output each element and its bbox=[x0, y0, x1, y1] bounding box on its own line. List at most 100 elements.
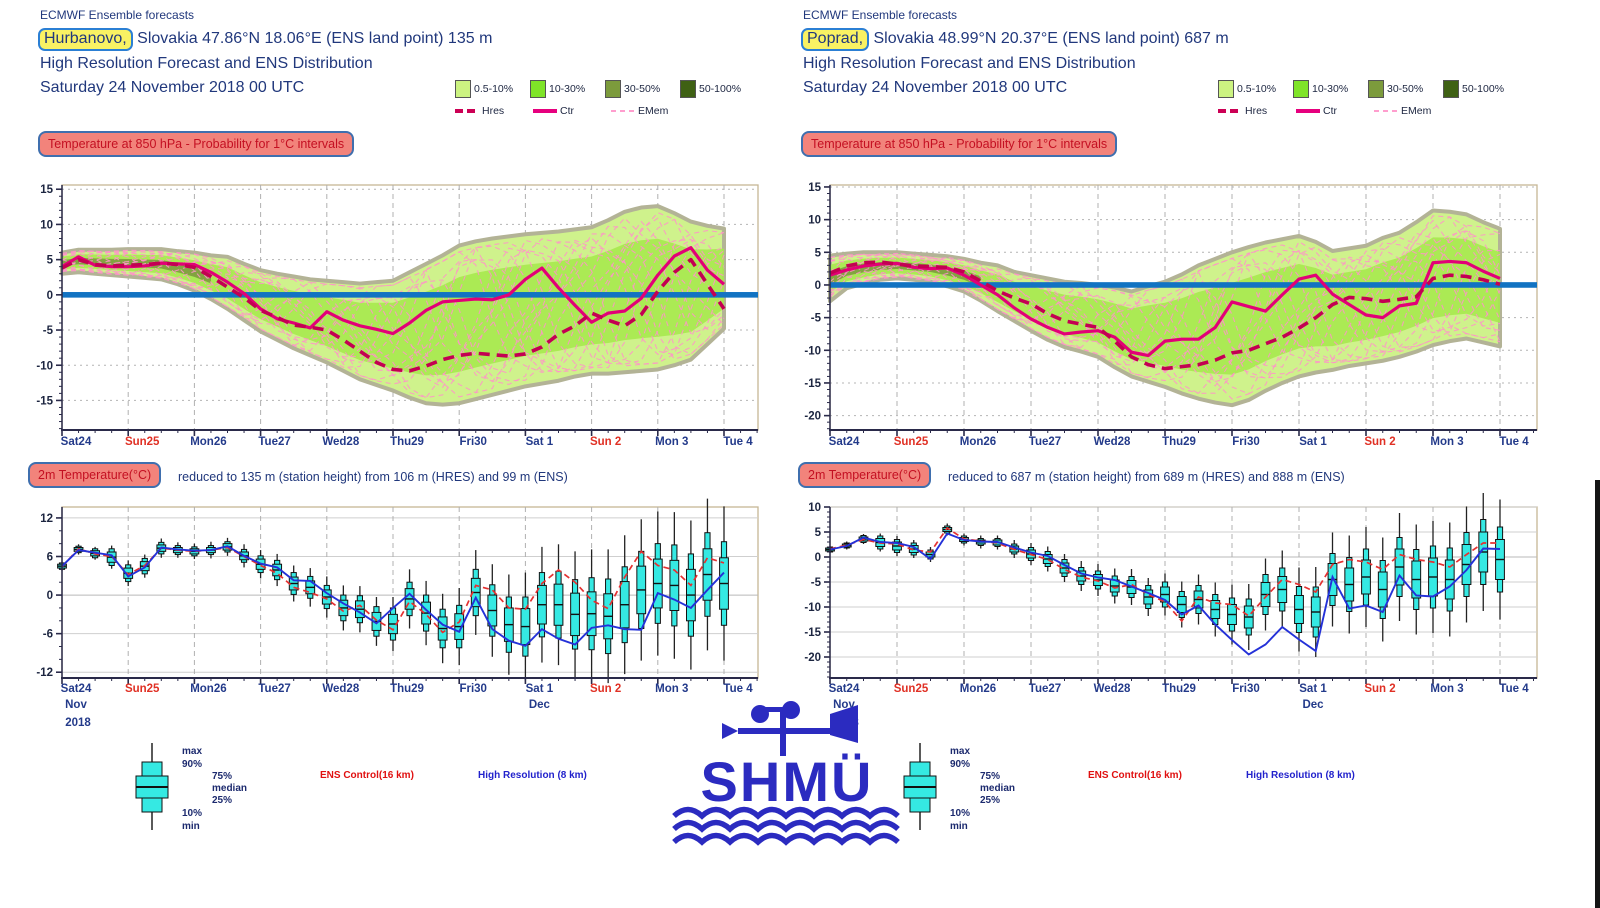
product-title-left: ECMWF Ensemble forecasts bbox=[40, 8, 195, 22]
svg-text:0: 0 bbox=[47, 290, 53, 302]
svg-text:Tue 4: Tue 4 bbox=[723, 436, 753, 448]
legend-ctr: Ctr bbox=[1296, 105, 1374, 117]
boxplot-legend-glyph-left bbox=[135, 743, 169, 830]
svg-text:0: 0 bbox=[815, 280, 821, 292]
svg-text:15: 15 bbox=[808, 182, 821, 194]
legend-band-4: 50-100% bbox=[1443, 80, 1518, 98]
svg-text:Dec: Dec bbox=[1302, 699, 1324, 711]
svg-text:-5: -5 bbox=[43, 325, 54, 337]
svg-text:6: 6 bbox=[47, 552, 53, 564]
weather-vane-icon bbox=[722, 701, 858, 756]
svg-text:Tue27: Tue27 bbox=[1029, 436, 1061, 448]
chart-2m-subtitle-right: reduced to 687 m (station height) from 6… bbox=[948, 470, 1345, 484]
svg-text:Sun25: Sun25 bbox=[125, 683, 160, 695]
svg-text:Tue27: Tue27 bbox=[258, 436, 290, 448]
stat-max-label: max bbox=[950, 746, 971, 757]
stat-75-label: 75% bbox=[980, 771, 1001, 782]
svg-text:Fri30: Fri30 bbox=[459, 683, 487, 695]
location-line-right: Poprad, Slovakia 48.99°N 20.37°E (ENS la… bbox=[801, 28, 1229, 51]
svg-text:-5: -5 bbox=[811, 577, 822, 589]
svg-text:Sun25: Sun25 bbox=[125, 436, 160, 448]
stat-90-label: 90% bbox=[182, 759, 203, 770]
waves-icon bbox=[672, 806, 900, 846]
svg-text:Wed28: Wed28 bbox=[322, 436, 359, 448]
svg-text:10: 10 bbox=[808, 215, 821, 227]
emem-line-icon bbox=[1374, 110, 1398, 112]
ctr-line-icon bbox=[533, 109, 557, 113]
svg-text:Mon26: Mon26 bbox=[960, 683, 996, 695]
high-resolution-label-left: High Resolution (8 km) bbox=[478, 770, 587, 781]
svg-text:Tue27: Tue27 bbox=[258, 683, 290, 695]
svg-text:2018: 2018 bbox=[65, 717, 91, 729]
stat-90-label: 90% bbox=[950, 759, 971, 770]
svg-text:Fri30: Fri30 bbox=[1232, 683, 1260, 695]
legend-band-2: 10-30% bbox=[530, 80, 605, 98]
band-legend-row: 0.5-10% 10-30% 30-50% 50-100% bbox=[1218, 80, 1518, 98]
svg-text:-6: -6 bbox=[43, 629, 53, 641]
svg-text:Sat24: Sat24 bbox=[829, 436, 860, 448]
location-text-right: Slovakia 48.99°N 20.37°E (ENS land point… bbox=[873, 30, 1229, 47]
svg-text:12: 12 bbox=[40, 513, 53, 525]
chart-2m-subtitle-left: reduced to 135 m (station height) from 1… bbox=[178, 470, 568, 484]
stat-25-label: 25% bbox=[212, 795, 233, 806]
svg-text:-20: -20 bbox=[804, 652, 821, 664]
legend-band-4: 50-100% bbox=[680, 80, 755, 98]
temperature-850hpa-chart-right: 15 10 5 0 -5 -10 -15 -20 Sat24 Sun25 Mon26 Tue27 Wed… bbox=[804, 182, 1538, 448]
subtitle-left: High Resolution Forecast and ENS Distrib… bbox=[40, 55, 373, 72]
svg-text:Sun25: Sun25 bbox=[894, 683, 929, 695]
band-swatch-icon bbox=[1293, 80, 1309, 98]
station-badge-right: Poprad, bbox=[801, 28, 870, 51]
legend-band-1: 0.5-10% bbox=[455, 80, 530, 98]
svg-text:10: 10 bbox=[40, 219, 53, 231]
svg-text:Tue 4: Tue 4 bbox=[1499, 683, 1529, 695]
ens-control-label-left: ENS Control(16 km) bbox=[320, 770, 414, 781]
svg-text:Thu29: Thu29 bbox=[390, 683, 424, 695]
svg-text:Sun 2: Sun 2 bbox=[590, 683, 621, 695]
svg-text:0: 0 bbox=[47, 590, 53, 602]
svg-text:Sat24: Sat24 bbox=[61, 436, 92, 448]
legend-emem: EMem bbox=[611, 105, 689, 117]
svg-text:Mon 3: Mon 3 bbox=[655, 683, 688, 695]
legend-band-1: 0.5-10% bbox=[1218, 80, 1293, 98]
svg-text:Tue 4: Tue 4 bbox=[1499, 436, 1529, 448]
shmu-logo: SHMÜ bbox=[672, 701, 900, 846]
chart-2m-title-left: 2m Temperature(°C) bbox=[28, 462, 162, 488]
svg-text:Sun25: Sun25 bbox=[894, 436, 929, 448]
legend-band-3: 30-50% bbox=[605, 80, 680, 98]
svg-text:-12: -12 bbox=[36, 667, 53, 679]
band-swatch-icon bbox=[1443, 80, 1459, 98]
svg-text:10: 10 bbox=[808, 502, 821, 514]
svg-text:Nov: Nov bbox=[65, 699, 87, 711]
legend-emem: EMem bbox=[1374, 105, 1452, 117]
stat-25-label: 25% bbox=[980, 795, 1001, 806]
svg-text:Sun 2: Sun 2 bbox=[1364, 683, 1395, 695]
location-text-left: Slovakia 47.86°N 18.06°E (ENS land point… bbox=[137, 30, 493, 47]
run-date-left: Saturday 24 November 2018 00 UTC bbox=[40, 79, 305, 96]
chart-850-title-right: Temperature at 850 hPa - Probability for… bbox=[801, 131, 1118, 157]
svg-text:Sat 1: Sat 1 bbox=[1299, 436, 1327, 448]
band-swatch-icon bbox=[1218, 80, 1234, 98]
svg-text:-15: -15 bbox=[804, 627, 821, 639]
stat-75-label: 75% bbox=[212, 771, 233, 782]
svg-text:-5: -5 bbox=[811, 313, 822, 325]
stat-min-label: min bbox=[182, 821, 200, 832]
high-resolution-label-right: High Resolution (8 km) bbox=[1246, 770, 1355, 781]
svg-text:Thu29: Thu29 bbox=[1162, 436, 1196, 448]
svg-text:Wed28: Wed28 bbox=[1094, 436, 1131, 448]
svg-text:Mon 3: Mon 3 bbox=[655, 436, 688, 448]
svg-text:Mon 3: Mon 3 bbox=[1430, 683, 1463, 695]
temperature-2m-chart-right: 10 5 0 -5 -10 -15 -20 Sat24 Sun25 Mon26 Tue27 Wed28… bbox=[804, 493, 1538, 729]
emem-line-icon bbox=[611, 110, 635, 112]
svg-text:Thu29: Thu29 bbox=[1162, 683, 1196, 695]
stat-max-label: max bbox=[182, 746, 203, 757]
screen-edge-bar bbox=[1595, 480, 1600, 908]
svg-text:Fri30: Fri30 bbox=[1232, 436, 1260, 448]
svg-text:-20: -20 bbox=[804, 411, 821, 423]
svg-text:Mon26: Mon26 bbox=[190, 436, 226, 448]
svg-text:Sat24: Sat24 bbox=[829, 683, 860, 695]
legend-hres: Hres bbox=[455, 105, 533, 117]
band-swatch-icon bbox=[1368, 80, 1384, 98]
svg-text:5: 5 bbox=[815, 247, 822, 259]
svg-text:0: 0 bbox=[815, 552, 821, 564]
